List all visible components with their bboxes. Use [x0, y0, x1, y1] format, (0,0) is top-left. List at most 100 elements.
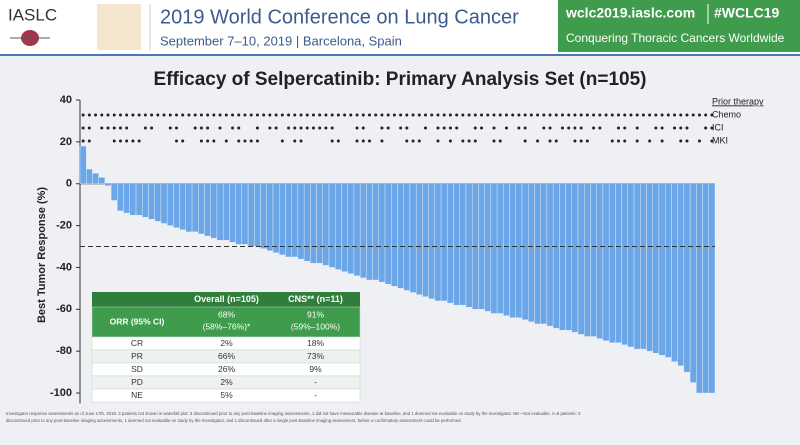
therapy-dot [455, 113, 459, 117]
bar [303, 183, 311, 262]
therapy-dot [367, 139, 371, 143]
bar [708, 183, 716, 394]
therapy-dot [623, 126, 627, 130]
bar [123, 183, 131, 214]
therapy-dot [660, 113, 664, 117]
therapy-dot [467, 113, 471, 117]
therapy-dot [579, 113, 583, 117]
therapy-dot [635, 113, 639, 117]
therapy-dot [87, 113, 91, 117]
therapy-dot [112, 126, 116, 130]
bar [98, 177, 106, 184]
therapy-dot [523, 113, 527, 117]
therapy-dot [704, 126, 708, 130]
therapy-dot [125, 139, 129, 143]
bar [559, 183, 566, 331]
therapy-dot [480, 113, 484, 117]
therapy-dot [243, 113, 247, 117]
hashtag: #WCLC19 [714, 5, 780, 21]
therapy-dot [324, 126, 328, 130]
bar [702, 183, 709, 394]
therapy-dot [224, 113, 228, 117]
bar [415, 183, 423, 295]
therapy-dot [305, 113, 309, 117]
therapy-dot [673, 113, 677, 117]
therapy-dot [436, 139, 440, 143]
bar [577, 183, 585, 335]
bar [440, 183, 448, 302]
therapy-dot [567, 113, 571, 117]
y-tick-label: -100 [50, 387, 72, 399]
bar [409, 183, 417, 293]
therapy-dot [511, 113, 515, 117]
bar [166, 183, 174, 226]
therapy-dot [125, 113, 129, 117]
therapy-dot [660, 139, 664, 143]
therapy-dot [311, 113, 315, 117]
therapy-dot [598, 126, 602, 130]
bar [366, 183, 373, 281]
therapy-dot [181, 139, 185, 143]
therapy-dot [504, 126, 508, 130]
table-cell: - [314, 377, 317, 387]
therapy-dot [318, 113, 322, 117]
bar [534, 183, 541, 325]
table-row-bg [91, 306, 361, 338]
bar [79, 145, 87, 184]
bar [129, 183, 137, 216]
therapy-dot [380, 126, 384, 130]
website: wclc2019.iaslc.com [565, 5, 695, 21]
y-axis-label: Best Tumor Response (%) [36, 187, 48, 323]
bar [671, 183, 678, 362]
therapy-dot [411, 113, 415, 117]
conference-title: 2019 World Conference on Lung Cancer [160, 6, 519, 28]
therapy-dot [361, 126, 365, 130]
therapy-dot [237, 139, 241, 143]
bar [204, 183, 211, 237]
therapy-dot [573, 126, 577, 130]
therapy-dot [598, 113, 602, 117]
therapy-dot [118, 139, 122, 143]
therapy-dot [424, 126, 428, 130]
table-cell: 9% [309, 364, 322, 374]
legend-title: Prior therapy [712, 96, 764, 106]
therapy-dot [517, 113, 521, 117]
bar [490, 183, 498, 314]
therapy-dot [100, 113, 104, 117]
bar [546, 183, 554, 327]
y-tick-label: 20 [60, 136, 72, 148]
bar [378, 183, 386, 283]
therapy-dot [492, 139, 496, 143]
bar [148, 183, 155, 220]
therapy-dot [461, 139, 465, 143]
therapy-dot [274, 126, 278, 130]
therapy-dot [212, 139, 216, 143]
therapy-dot [548, 139, 552, 143]
therapy-dot [274, 113, 278, 117]
therapy-dot [436, 126, 440, 130]
bar [291, 183, 299, 258]
bar [528, 183, 535, 323]
therapy-dot [131, 113, 135, 117]
conference-dates: September 7–10, 2019 | Barcelona, Spain [160, 33, 402, 48]
therapy-dot [592, 113, 596, 117]
therapy-dot [131, 139, 135, 143]
y-tick-label: 40 [60, 94, 72, 106]
therapy-dot [648, 139, 652, 143]
bar [565, 183, 573, 331]
therapy-dot [666, 113, 670, 117]
bar [652, 183, 660, 354]
therapy-dot [685, 113, 689, 117]
footnote: discontinued prior to any post-baseline … [6, 418, 462, 423]
therapy-dot [374, 113, 378, 117]
therapy-dot [635, 139, 639, 143]
y-tick-label: -20 [56, 219, 72, 231]
therapy-dot [399, 126, 403, 130]
bar [179, 183, 187, 230]
therapy-dot [330, 113, 334, 117]
therapy-dot [174, 113, 178, 117]
therapy-dot [299, 113, 303, 117]
therapy-dot [206, 139, 210, 143]
bar [640, 183, 647, 350]
